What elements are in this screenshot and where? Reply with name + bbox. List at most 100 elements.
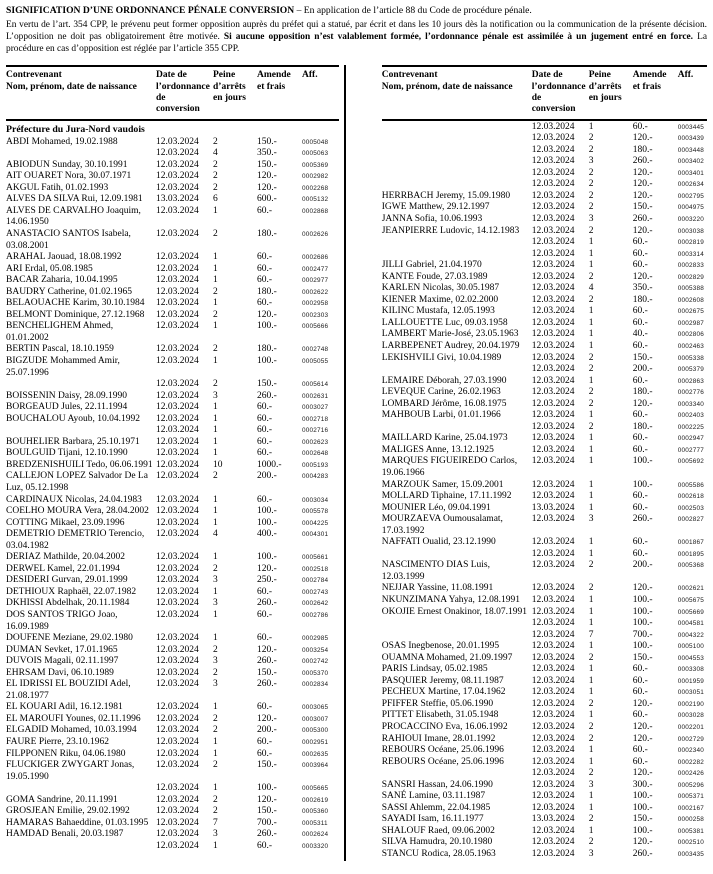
cell-aff: 0002827 <box>677 516 704 524</box>
cell-date: 12.03.2024 <box>531 687 575 698</box>
cell-days: 7 <box>213 817 218 828</box>
cell-date: 12.03.2024 <box>156 263 199 274</box>
cell-days: 2 <box>588 837 594 848</box>
cell-amount: 120.- <box>257 171 277 182</box>
cell-amount: 60.- <box>632 710 648 721</box>
cell-amount: 120.- <box>257 563 277 574</box>
cell-amount: 60.- <box>257 610 273 620</box>
cell-aff: 0004322 <box>677 631 704 639</box>
cell-days: 2 <box>588 271 594 282</box>
cell-days: 2 <box>588 352 594 363</box>
cell-aff: 0003308 <box>677 666 704 674</box>
cell-days: 1 <box>588 537 594 548</box>
cell-date: 12.03.2024 <box>531 791 575 802</box>
cell-days: 2 <box>213 182 218 193</box>
cell-amount: 60.- <box>257 402 273 413</box>
cell-amount: 120.- <box>632 698 653 709</box>
cell-date: 12.03.2024 <box>531 745 575 756</box>
cell-aff: 0002987 <box>677 319 704 327</box>
cell-name: DOUFENE Meziane, 29.02.1980 <box>6 633 133 644</box>
cell-amount: 700.- <box>632 629 653 640</box>
cell-name: BOULGUID Tijani, 12.10.1990 <box>6 448 128 459</box>
cell-aff: 0004581 <box>677 620 704 628</box>
cell-aff: 0005586 <box>677 481 704 489</box>
table-row: BELAOUACHE Karim, 30.10.1984 12.03.2024 1 6… <box>6 298 339 310</box>
cell-date: 13.03.2024 <box>156 194 199 205</box>
cell-aff: 0002833 <box>677 262 704 270</box>
cell-date: 12.03.2024 <box>531 294 575 305</box>
cell-aff: 0003034 <box>302 496 329 504</box>
cell-date: 13.03.2024 <box>531 814 575 825</box>
cell-days: 2 <box>588 814 594 825</box>
table-row: AKGUL Fatih, 01.02.1993 12.03.2024 2 120.- 0… <box>6 183 339 195</box>
cell-date: 12.03.2024 <box>531 156 575 167</box>
cell-amount: 180.- <box>257 286 277 297</box>
cell-name: PITTET Elisabeth, 31.05.1948 <box>381 710 499 721</box>
table-row: MARZOUK Samer, 15.09.2001 12.03.2024 1 100.… <box>382 480 707 492</box>
cell-days: 2 <box>588 202 594 213</box>
cell-amount: 260.- <box>632 156 653 167</box>
table-row: LEMAIRE Déborah, 27.03.1990 12.03.2024 1 60… <box>382 376 707 388</box>
cell-name: GROSJEAN Emilie, 29.02.1992 <box>6 806 130 817</box>
cell-days: 2 <box>588 698 594 709</box>
cell-date: 12.03.2024 <box>156 425 199 436</box>
section-title-prefecture: Préfecture du Jura-Nord vaudois <box>6 123 145 135</box>
cell-amount: 120.- <box>632 583 653 594</box>
cell-aff: 0005368 <box>677 562 704 570</box>
cell-amount: 150.- <box>257 136 277 147</box>
cell-aff: 0005669 <box>677 608 704 616</box>
cell-days: 2 <box>588 421 594 432</box>
table-row: 12.03.2024 1 100.- 0005665 <box>6 783 339 795</box>
cell-days: 2 <box>588 190 594 201</box>
cell-name: CARDINAUX Nicolas, 24.04.1983 <box>6 494 142 505</box>
cell-days: 1 <box>588 237 594 248</box>
table-row: BACAR Zaharia, 10.04.1995 12.03.2024 1 60.-… <box>6 275 339 287</box>
cell-aff: 0005360 <box>302 808 329 816</box>
cell-aff: 0002624 <box>302 831 329 839</box>
table-row: ARI Erdal, 05.08.1985 12.03.2024 1 60.- 0002… <box>6 264 339 276</box>
cell-date: 13.03.2024 <box>531 502 575 513</box>
cell-days: 2 <box>588 144 594 155</box>
cell-days: 1 <box>213 737 218 748</box>
cell-amount: 100.- <box>632 825 653 836</box>
cell-name: FAURE Pierre, 23.10.1962 <box>6 737 109 748</box>
cell-aff: 0002608 <box>677 296 704 304</box>
cell-aff: 0002777 <box>677 446 704 454</box>
cell-name: LALLOUETTE Luc, 09.03.1958 <box>381 317 508 328</box>
intro-paragraph: En vertu de l’art. 354 CPP, le prévenu p… <box>6 20 707 55</box>
cell-date: 12.03.2024 <box>156 402 199 413</box>
cell-aff: 0003051 <box>677 689 704 697</box>
cell-name: MOUNIER Léo, 09.04.1991 <box>381 502 491 513</box>
cell-days: 2 <box>213 286 218 297</box>
cell-amount: 60.- <box>632 317 648 328</box>
cell-name: SAYADI Isam, 16.11.1977 <box>381 814 484 825</box>
cell-date: 12.03.2024 <box>531 133 575 144</box>
table-row: FLUCKIGER ZWYGART Jonas, 19.05.1990 12.03… <box>6 760 339 783</box>
table-right-header: Contrevenant Nom, prénom, date de naissa… <box>381 67 707 121</box>
cell-days: 1 <box>588 675 594 686</box>
cell-name: BOUCHALOU Ayoub, 10.04.1992 <box>6 413 140 424</box>
table-row: BENCHELIGHEM Ahmed, 01.01.2002 12.03.2024… <box>6 321 339 344</box>
cell-days: 1 <box>588 375 594 386</box>
cell-amount: 60.- <box>257 275 273 286</box>
table-row: JANNA Sofia, 10.06.1993 12.03.2024 3 260.- 0… <box>382 214 707 226</box>
cell-amount: 120.- <box>632 190 653 201</box>
cell-amount: 60.- <box>257 633 273 644</box>
header-date: Date de l’ordonnance de conversion <box>156 70 210 115</box>
cell-name: SANÉ Lamine, 03.11.1987 <box>381 791 486 802</box>
cell-days: 1 <box>588 802 594 813</box>
cell-amount: 260.- <box>257 598 277 609</box>
cell-amount: 60.- <box>257 425 273 436</box>
cell-name: OKOJIE Ernest Onakinor, 18.07.1991 <box>381 606 527 617</box>
cell-name: KIENER Maxime, 02.02.2000 <box>381 294 499 305</box>
cell-amount: 400.- <box>257 529 277 540</box>
cell-amount: 200.- <box>632 364 653 375</box>
cell-aff: 0002784 <box>302 577 329 585</box>
cell-days: 1 <box>588 745 594 756</box>
cell-name: COTTING Mikael, 23.09.1996 <box>6 517 125 528</box>
cell-amount: 60.- <box>632 248 648 259</box>
cell-aff: 0002167 <box>677 804 704 812</box>
cell-amount: 100.- <box>632 641 653 652</box>
cell-aff: 0005369 <box>302 161 329 169</box>
cell-date: 12.03.2024 <box>531 641 575 652</box>
